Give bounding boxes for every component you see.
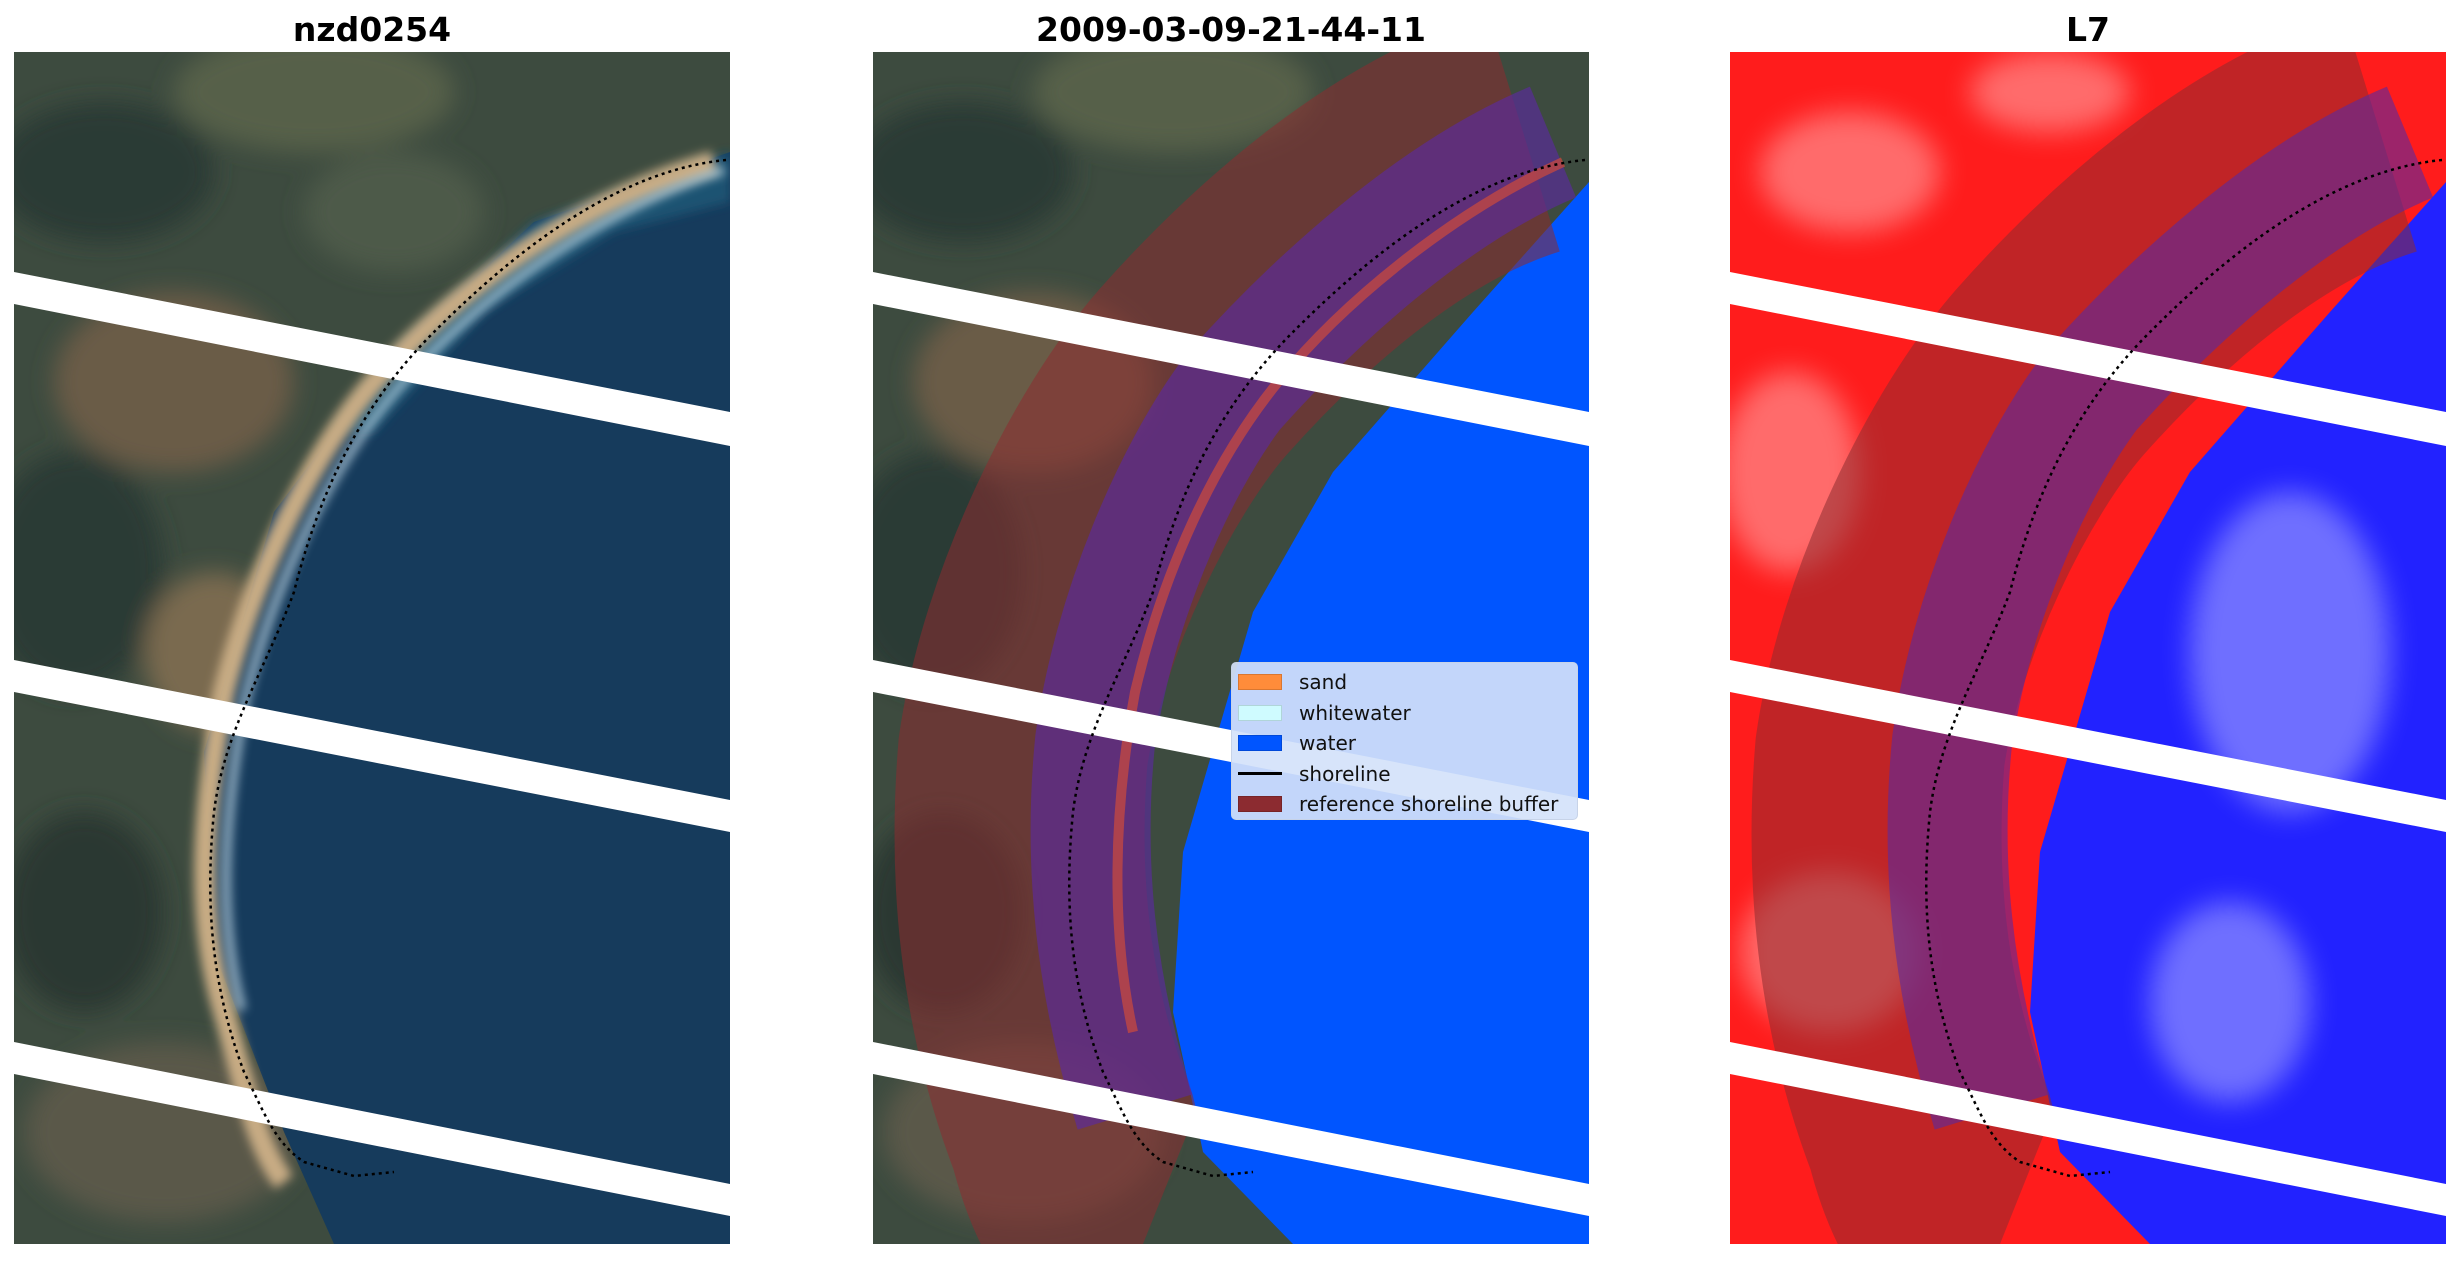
rgb-image	[14, 52, 730, 1244]
legend: sand whitewater water shoreline referenc…	[1231, 662, 1578, 820]
water-swatch	[1238, 735, 1282, 752]
sand-swatch	[1238, 674, 1282, 691]
shoreline-line	[209, 158, 727, 1178]
legend-entry-sand: sand	[1238, 667, 1567, 698]
legend-label: shoreline	[1299, 761, 1391, 786]
panel-title-image-id: nzd0254	[292, 10, 452, 49]
legend-entry-whitewater: whitewater	[1238, 698, 1567, 729]
legend-entry-water: water	[1238, 728, 1567, 759]
panel-title-satellite: L7	[2066, 10, 2110, 49]
legend-label: sand	[1299, 670, 1348, 695]
legend-entry-shoreline: shoreline	[1238, 759, 1567, 790]
shoreline-line	[1925, 158, 2443, 1178]
legend-label: water	[1299, 731, 1356, 756]
legend-label: reference shoreline buffer	[1299, 792, 1559, 817]
classification-image	[873, 52, 1589, 1244]
index-image	[1730, 52, 2446, 1244]
classification-panel	[873, 52, 1589, 1244]
shoreline-line	[1068, 158, 1586, 1178]
legend-entry-buffer: reference shoreline buffer	[1238, 789, 1567, 820]
shoreline-swatch	[1238, 772, 1282, 776]
panel-title-date: 2009-03-09-21-44-11	[1036, 10, 1426, 49]
legend-label: whitewater	[1299, 700, 1411, 725]
buffer-swatch	[1238, 796, 1282, 813]
rgb-image-panel	[14, 52, 730, 1244]
whitewater-swatch	[1238, 704, 1282, 721]
index-panel	[1730, 52, 2446, 1244]
